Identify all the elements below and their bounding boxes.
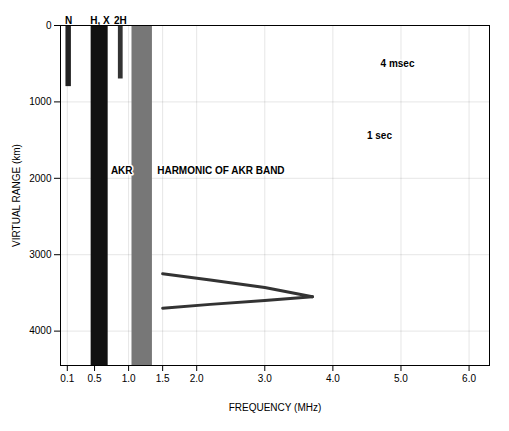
- svg-text:2000: 2000: [29, 173, 52, 184]
- svg-text:AKR: AKR: [111, 165, 133, 176]
- svg-text:6.0: 6.0: [462, 373, 476, 384]
- svg-text:1.5: 1.5: [156, 373, 170, 384]
- svg-text:3000: 3000: [29, 249, 52, 260]
- svg-text:N: N: [65, 15, 72, 26]
- svg-text:3.0: 3.0: [258, 373, 272, 384]
- svg-text:HARMONIC OF AKR BAND: HARMONIC OF AKR BAND: [157, 165, 284, 176]
- svg-text:0: 0: [46, 20, 52, 31]
- svg-text:1.0: 1.0: [122, 373, 136, 384]
- svg-text:4.0: 4.0: [326, 373, 340, 384]
- svg-text:0.1: 0.1: [60, 373, 74, 384]
- svg-text:1000: 1000: [29, 96, 52, 107]
- svg-text:H, X: H, X: [90, 15, 110, 26]
- svg-text:VIRTUAL RANGE (km): VIRTUAL RANGE (km): [11, 144, 22, 247]
- svg-text:4 msec: 4 msec: [381, 58, 415, 69]
- svg-text:4000: 4000: [29, 325, 52, 336]
- svg-text:1 sec: 1 sec: [367, 130, 392, 141]
- svg-text:5.0: 5.0: [394, 373, 408, 384]
- svg-text:FREQUENCY (MHz): FREQUENCY (MHz): [229, 402, 322, 413]
- svg-text:2H: 2H: [114, 15, 127, 26]
- svg-text:2.0: 2.0: [190, 373, 204, 384]
- svg-text:0.5: 0.5: [88, 373, 102, 384]
